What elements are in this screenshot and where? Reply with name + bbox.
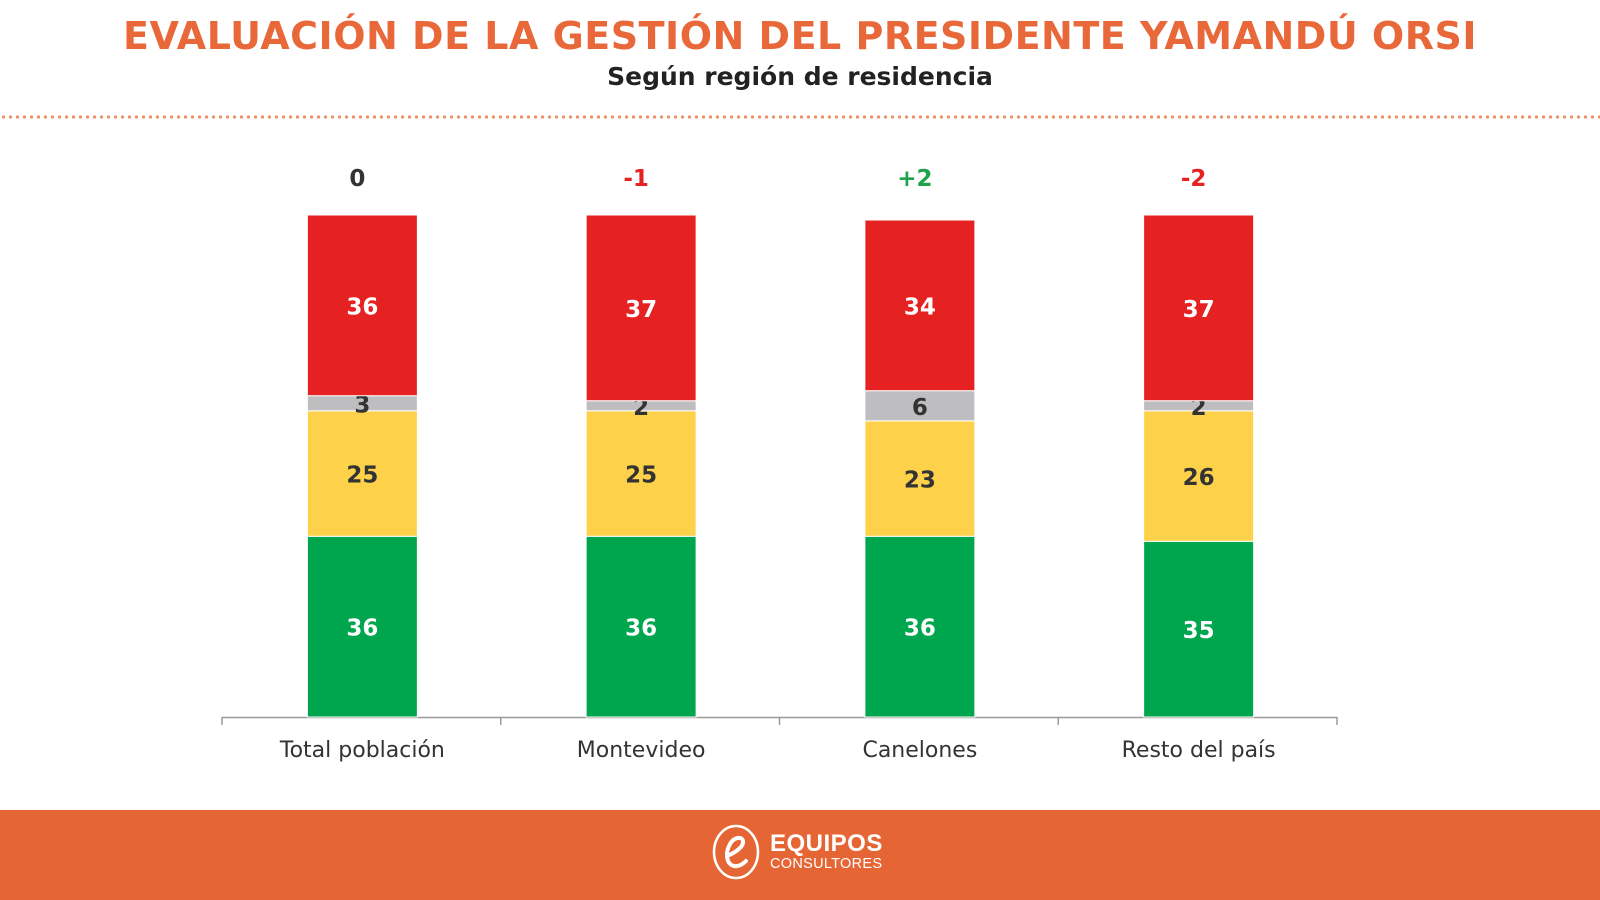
data-label: 35 xyxy=(1183,618,1215,644)
data-label: 2 xyxy=(1191,395,1207,421)
data-label: 23 xyxy=(904,468,936,494)
brand-subtitle: CONSULTORES xyxy=(770,856,883,873)
data-label: 2 xyxy=(633,395,649,421)
bar-segment-desaprueba xyxy=(864,219,976,392)
footer-bar: EQUIPOS CONSULTORES xyxy=(0,810,1600,900)
bar-segment-no-sabe-no-contesta xyxy=(864,390,976,422)
chart-title: EVALUACIÓN DE LA GESTIÓN DEL PRESIDENTE … xyxy=(123,14,1477,58)
x-tick-label: Resto del país xyxy=(1122,738,1276,763)
bar-segment-desaprueba xyxy=(585,214,697,402)
chart-subtitle: Según región de residencia xyxy=(607,62,993,91)
change-annotation: -1 xyxy=(623,166,649,192)
data-label: 26 xyxy=(1183,465,1215,491)
x-tick-label: Canelones xyxy=(862,738,977,763)
x-tick-label: Total población xyxy=(279,738,445,763)
data-label: 36 xyxy=(904,616,936,642)
data-label: 37 xyxy=(1183,297,1215,323)
data-label: 25 xyxy=(346,463,378,489)
bar-segment-desaprueba xyxy=(306,214,418,397)
change-annotation: -2 xyxy=(1181,166,1207,192)
brand-logo: EQUIPOS CONSULTORES xyxy=(712,824,883,880)
data-label: 34 xyxy=(904,294,936,320)
bar-segment-ni-aprueba-ni-desaprueba xyxy=(306,410,418,537)
bar-segment-ni-aprueba-ni-desaprueba xyxy=(1143,410,1255,542)
stacked-bar-chart: 36 25 3 36 Total población 0 36 25 2 37 Montevideo… xyxy=(221,166,1338,763)
bar-segment-aprueba xyxy=(864,535,976,718)
bar-segment-aprueba xyxy=(1143,540,1255,718)
data-label: 36 xyxy=(346,616,378,642)
bar-segment-ni-aprueba-ni-desaprueba xyxy=(585,410,697,537)
data-label: 36 xyxy=(625,616,657,642)
bar-segment-ni-aprueba-ni-desaprueba xyxy=(864,420,976,537)
data-label: 6 xyxy=(912,395,928,421)
bar-segment-desaprueba xyxy=(1143,214,1255,402)
equipos-e-logo-icon xyxy=(712,824,760,880)
bar-segment-aprueba xyxy=(585,535,697,718)
change-annotation: 0 xyxy=(349,166,365,192)
data-label: 25 xyxy=(625,463,657,489)
x-tick-label: Montevideo xyxy=(577,738,706,763)
brand-name: EQUIPOS xyxy=(770,830,883,858)
data-label: 3 xyxy=(354,392,370,418)
data-label: 37 xyxy=(625,297,657,323)
bar-segment-aprueba xyxy=(306,535,418,718)
change-annotation: +2 xyxy=(897,166,932,192)
dotted-divider xyxy=(0,115,1600,119)
data-label: 36 xyxy=(346,294,378,320)
